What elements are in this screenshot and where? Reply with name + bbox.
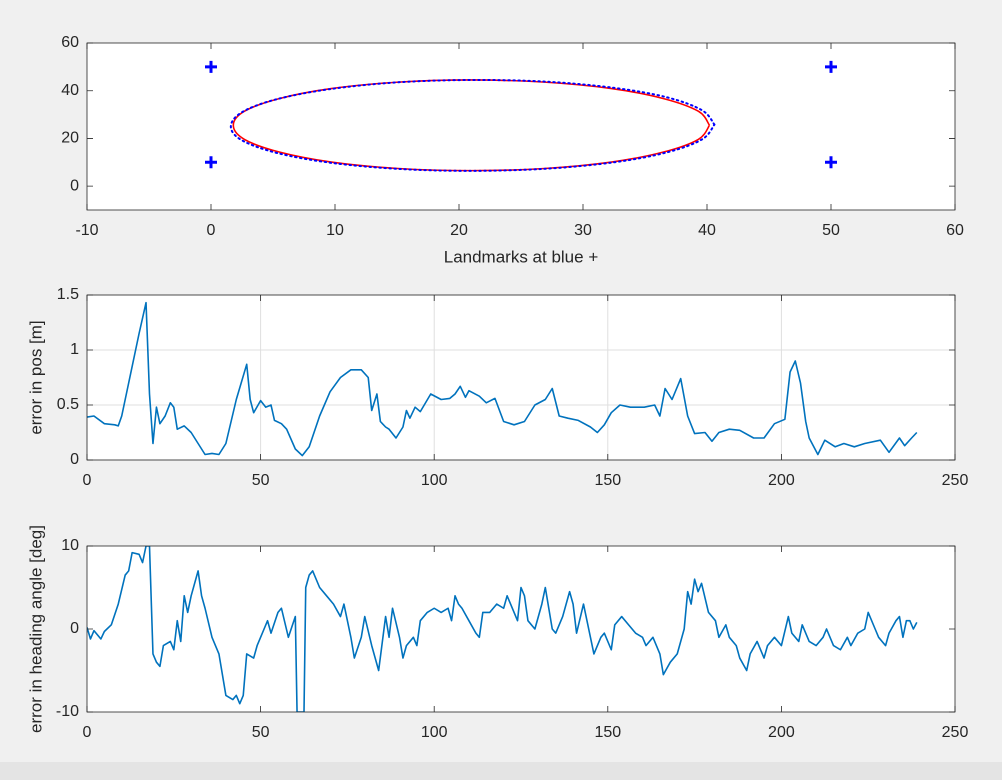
- x-axis-label: Landmarks at blue +: [444, 247, 599, 266]
- axes-background: [87, 295, 955, 460]
- plot-area: [229, 78, 716, 172]
- y-tick-label: 60: [61, 34, 79, 51]
- x-tick-label: 0: [83, 472, 92, 489]
- y-tick-label: 0: [70, 177, 79, 194]
- data-line: [229, 78, 716, 172]
- x-tick-label: 30: [574, 222, 592, 239]
- x-tick-label: 50: [822, 222, 840, 239]
- data-line: [87, 301, 918, 457]
- data-line: [87, 546, 918, 712]
- x-tick-label: 150: [594, 472, 621, 489]
- x-tick-label: 50: [252, 724, 270, 741]
- y-tick-label: 0.5: [57, 396, 79, 413]
- x-tick-label: 50: [252, 472, 270, 489]
- x-tick-label: 100: [421, 724, 448, 741]
- y-tick-label: 0: [70, 620, 79, 637]
- axes-box: [86, 42, 956, 211]
- landmark-marker: [205, 156, 217, 169]
- x-tick-label: 250: [942, 724, 969, 741]
- x-tick-label: 200: [768, 724, 795, 741]
- y-tick-label: 40: [61, 82, 79, 99]
- y-tick-label: 1: [70, 341, 79, 358]
- y-tick-label: -10: [56, 703, 79, 720]
- x-tick-label: 100: [421, 472, 448, 489]
- x-tick-label: 20: [450, 222, 468, 239]
- plot-area: [87, 301, 918, 457]
- y-tick-label: 0: [70, 451, 79, 468]
- bottom-bar: [0, 762, 1002, 780]
- y-axis-label: error in pos [m]: [26, 320, 45, 434]
- y-axis-label: error in heading angle [deg]: [26, 525, 45, 733]
- y-tick-label: 10: [61, 537, 79, 554]
- landmark-marker: [825, 156, 837, 169]
- y-tick-label: 1.5: [57, 286, 79, 303]
- x-tick-label: 250: [942, 472, 969, 489]
- x-tick-label: 0: [207, 222, 216, 239]
- x-tick-label: 40: [698, 222, 716, 239]
- x-tick-label: 200: [768, 472, 795, 489]
- landmark-marker: [825, 60, 837, 73]
- x-tick-label: 150: [594, 724, 621, 741]
- landmark-marker: [205, 60, 217, 73]
- axes-box: [86, 294, 956, 461]
- plot-area: [87, 546, 918, 712]
- axes-background: [87, 546, 955, 712]
- x-tick-label: 0: [83, 724, 92, 741]
- x-tick-label: 60: [946, 222, 964, 239]
- axes-background: [87, 43, 955, 210]
- x-tick-label: -10: [75, 222, 98, 239]
- y-tick-label: 20: [61, 130, 79, 147]
- x-tick-label: 10: [326, 222, 344, 239]
